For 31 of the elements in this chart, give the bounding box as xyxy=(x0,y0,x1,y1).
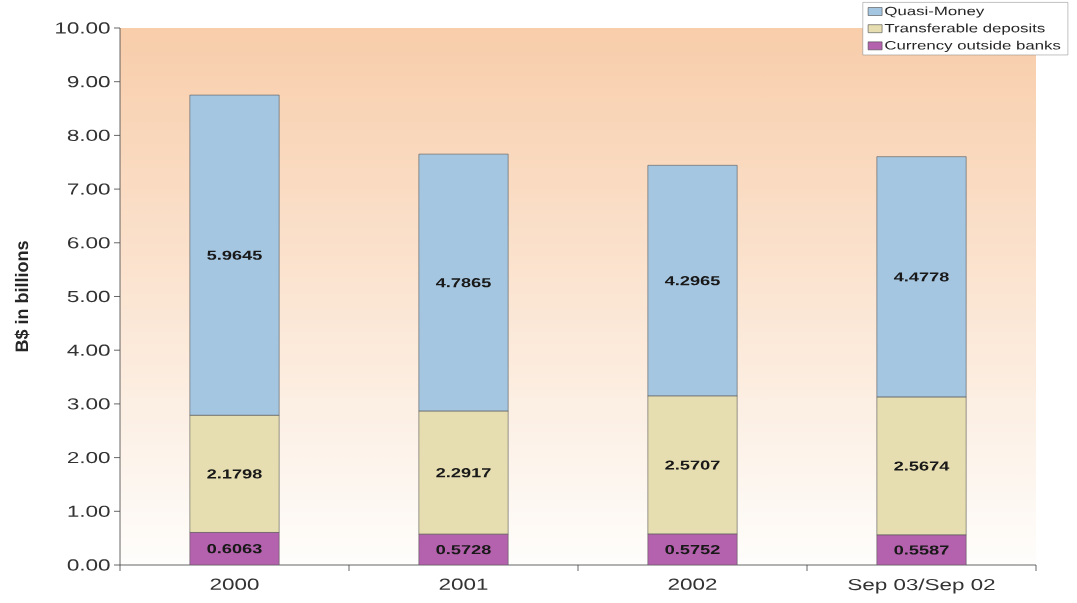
data-label: 5.9645 xyxy=(207,250,262,260)
y-tick-label: 5.00 xyxy=(67,290,110,303)
y-tick-label: 6.00 xyxy=(68,237,110,249)
y-tick-label: 2.00 xyxy=(68,451,110,464)
y-tick-label: 3.00 xyxy=(67,398,110,410)
y-tick-label: 10.00 xyxy=(56,22,110,34)
data-label: 4.4778 xyxy=(893,272,949,282)
y-axis-title: B$ in billions xyxy=(14,241,30,352)
x-tick-label: 2001 xyxy=(439,578,488,590)
data-label: 0.5728 xyxy=(436,545,491,555)
x-tick-label: 2002 xyxy=(668,578,717,590)
data-label: 2.2917 xyxy=(436,468,491,478)
data-label: 2.5707 xyxy=(665,460,720,470)
data-label: 0.6063 xyxy=(207,544,262,554)
y-tick-label: 8.00 xyxy=(67,129,110,142)
y-tick-label: 7.00 xyxy=(68,183,110,195)
data-label: 0.5752 xyxy=(665,544,720,555)
legend-label: Transferable deposits xyxy=(884,23,1045,35)
legend-label: Currency outside banks xyxy=(885,40,1061,52)
y-tick-label: 9.00 xyxy=(67,76,110,88)
y-tick-label: 1.00 xyxy=(68,505,110,517)
data-label: 2.1798 xyxy=(207,469,262,479)
x-tick-label: 2000 xyxy=(210,578,259,590)
legend-label: Quasi-Money xyxy=(885,6,985,18)
data-label: 4.7865 xyxy=(435,278,491,288)
x-tick-label: Sep 03/Sep 02 xyxy=(848,578,995,594)
y-tick-label: 4.00 xyxy=(67,344,110,356)
data-label: 4.2965 xyxy=(664,276,720,286)
data-label: 0.5587 xyxy=(894,545,949,555)
y-tick-label: 0.00 xyxy=(67,559,110,571)
data-label: 2.5674 xyxy=(894,461,950,471)
